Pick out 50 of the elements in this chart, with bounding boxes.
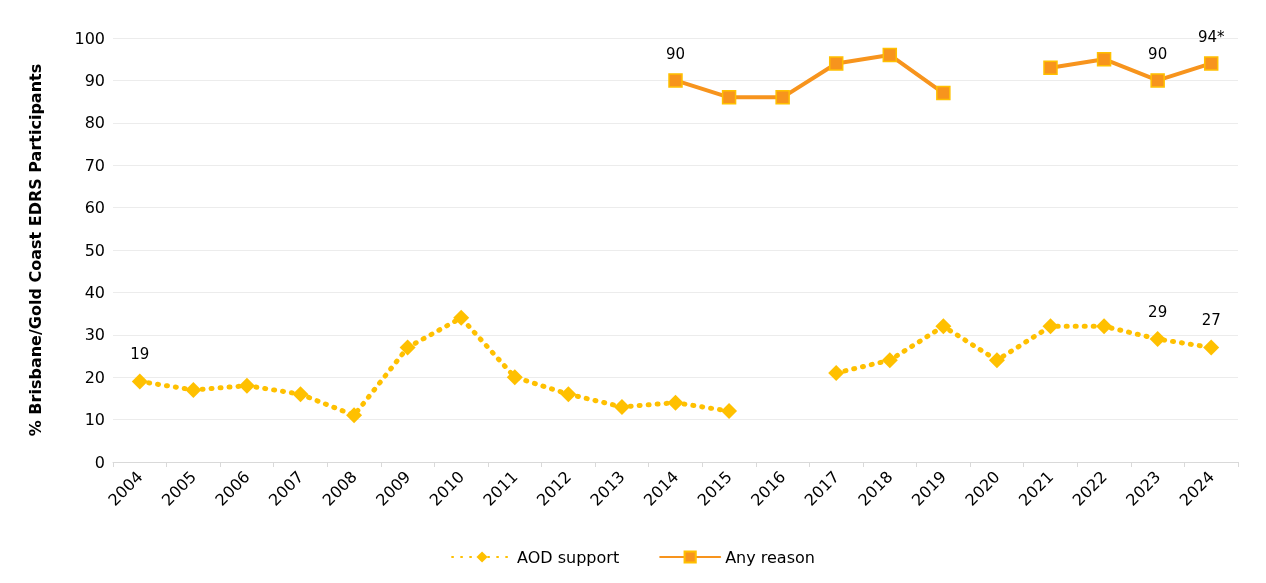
data-label: 94*: [1197, 27, 1225, 46]
point: [1096, 318, 1113, 335]
point: [988, 352, 1005, 369]
y-tick-label: 40: [84, 282, 105, 302]
point: [346, 407, 363, 424]
point: [775, 90, 790, 105]
point: [1043, 60, 1058, 75]
point: [238, 377, 255, 394]
data-label: 29: [1148, 302, 1168, 321]
y-tick-label: 60: [84, 198, 105, 218]
point: [1149, 331, 1166, 348]
point: [1096, 51, 1112, 67]
y-tick-label: 70: [84, 155, 105, 175]
point: [1042, 318, 1059, 335]
legend-label: AOD support: [517, 547, 620, 567]
point: [882, 47, 898, 63]
data-label: 19: [130, 344, 150, 363]
point: [828, 56, 844, 71]
legend-label: Any reason: [725, 547, 815, 567]
y-tick-label: 100: [74, 28, 105, 48]
point: [292, 386, 309, 403]
point: [668, 73, 683, 88]
point: [828, 364, 845, 381]
point: [1203, 339, 1220, 356]
point: [1203, 56, 1219, 71]
y-tick-label: 90: [84, 70, 105, 90]
point: [935, 318, 952, 335]
data-label: 90: [665, 44, 686, 63]
point: [881, 352, 898, 369]
point: [131, 373, 148, 390]
y-tick-label: 20: [84, 367, 105, 387]
point: [185, 381, 202, 398]
point: [667, 394, 684, 411]
point: [399, 339, 416, 356]
y-tick-label: 0: [94, 452, 105, 472]
point: [721, 90, 737, 105]
y-tick-label: 30: [84, 325, 105, 345]
data-label: 90: [1148, 44, 1168, 63]
point: [936, 85, 951, 101]
data-label: 27: [1201, 311, 1221, 330]
point: [506, 369, 523, 386]
point: [613, 398, 630, 415]
y-tick-label: 50: [84, 240, 105, 260]
point: [560, 386, 577, 403]
point: [1150, 73, 1165, 88]
y-axis-title: % Brisbane/Gold Coast EDRS Participants: [25, 63, 45, 437]
y-tick-label: 10: [84, 410, 105, 430]
point: [721, 403, 738, 420]
y-tick-label: 80: [84, 113, 105, 133]
point: [453, 309, 470, 326]
